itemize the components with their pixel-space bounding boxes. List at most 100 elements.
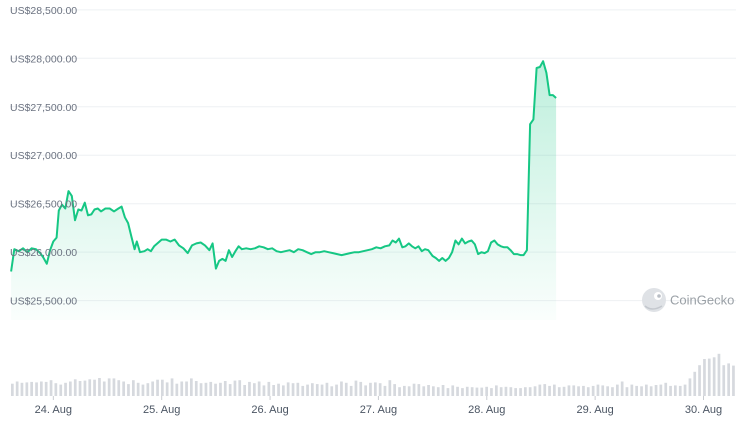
- volume-bar: [446, 388, 450, 396]
- volume-bar: [678, 385, 682, 396]
- volume-bar: [170, 378, 174, 396]
- volume-bar: [630, 384, 634, 396]
- volume-bar: [15, 381, 19, 396]
- volume-bar: [136, 382, 140, 396]
- volume-bar: [427, 385, 430, 396]
- volume-bar: [601, 385, 605, 396]
- volume-bar: [591, 385, 595, 396]
- volume-bar: [161, 379, 164, 396]
- volume-bar: [528, 387, 532, 396]
- volume-bar: [223, 381, 227, 396]
- price-line-group: [10, 60, 557, 272]
- volume-bar: [717, 353, 721, 396]
- volume-bar: [461, 388, 464, 396]
- volume-bar: [296, 382, 300, 396]
- x-tick-label: 26. Aug: [251, 404, 288, 416]
- volume-bar: [436, 387, 440, 396]
- gecko-logo-icon: [642, 288, 666, 312]
- volume-bars: [11, 353, 735, 396]
- volume-bar: [238, 380, 242, 396]
- volume-bar: [325, 382, 329, 396]
- volume-bar: [611, 387, 614, 396]
- volume-bar: [267, 381, 271, 396]
- volume-bar: [359, 381, 363, 396]
- volume-bar: [722, 365, 726, 396]
- volume-bar: [669, 385, 672, 396]
- y-axis-ticks: US$28,500.00 US$28,000.00 US$27,500.00 US$2…: [10, 5, 77, 308]
- volume-bar: [432, 386, 435, 396]
- x-tick-label: 28. Aug: [468, 404, 505, 416]
- volume-bar: [707, 358, 711, 396]
- volume-bar: [606, 386, 609, 396]
- volume-bar: [640, 386, 643, 396]
- price-area-fill: [11, 61, 557, 320]
- x-axis-ticks: 24. Aug 25. Aug 26. Aug 27. Aug 28. Aug 29. A…: [35, 396, 722, 416]
- volume-bar: [369, 382, 372, 396]
- volume-bar: [185, 381, 188, 396]
- volume-bar: [233, 380, 237, 396]
- volume-bar: [504, 386, 508, 396]
- volume-bar: [315, 384, 319, 396]
- volume-bar: [495, 385, 498, 396]
- volume-bar: [625, 387, 629, 396]
- volume-bar: [654, 385, 658, 396]
- volume-bar: [557, 387, 561, 396]
- volume-bar: [664, 382, 668, 396]
- volume-bar: [282, 385, 285, 396]
- x-tick-label: 24. Aug: [35, 404, 72, 416]
- volume-bar: [286, 382, 290, 396]
- volume-bar: [107, 378, 111, 396]
- volume-bar: [219, 382, 222, 396]
- volume-bar: [475, 387, 479, 396]
- volume-bar: [407, 386, 411, 396]
- volume-bar: [519, 388, 522, 396]
- volume-bar: [277, 383, 280, 396]
- volume-bar: [320, 384, 324, 396]
- volume-bar: [272, 385, 275, 396]
- y-tick-label: US$27,500.00: [10, 102, 77, 114]
- coingecko-watermark: CoinGecko: [642, 288, 734, 312]
- volume-bar: [311, 383, 314, 396]
- volume-bar: [538, 384, 542, 396]
- volume-bar: [301, 385, 305, 396]
- volume-bar: [562, 386, 566, 396]
- volume-bar: [44, 381, 48, 396]
- volume-bar: [83, 380, 87, 396]
- volume-bar: [141, 384, 145, 396]
- volume-bar: [243, 385, 246, 396]
- volume-bar: [199, 383, 203, 396]
- y-tick-label: US$26,500.00: [10, 199, 77, 211]
- volume-bar: [93, 379, 96, 396]
- volume-bar: [98, 378, 101, 396]
- volume-bar: [64, 382, 67, 396]
- y-tick-label: US$27,000.00: [10, 150, 77, 162]
- volume-bar: [214, 383, 217, 396]
- volume-bar: [732, 365, 735, 396]
- volume-bar: [693, 371, 697, 396]
- volume-bar: [228, 384, 232, 396]
- volume-bar: [398, 387, 401, 396]
- volume-bar: [374, 382, 377, 396]
- volume-bar: [35, 382, 38, 396]
- volume-bar: [480, 387, 484, 396]
- volume-bar: [88, 379, 92, 396]
- volume-bar: [165, 382, 169, 396]
- volume-bar: [499, 387, 503, 396]
- volume-bar: [383, 385, 387, 396]
- volume-bar: [456, 386, 459, 396]
- y-tick-label: US$26,000.00: [10, 247, 77, 259]
- volume-bar: [683, 384, 687, 396]
- volume-bar: [175, 383, 179, 396]
- y-tick-label: US$28,000.00: [10, 53, 77, 65]
- volume-bar: [465, 386, 469, 396]
- volume-bar: [194, 381, 198, 396]
- volume-bar: [354, 380, 358, 396]
- volume-bar: [441, 385, 445, 396]
- volume-bar: [586, 387, 590, 396]
- volume-bar: [378, 383, 382, 396]
- watermark-text: CoinGecko: [670, 293, 734, 308]
- volume-bar: [344, 382, 348, 396]
- volume-bar: [49, 380, 53, 396]
- volume-bar: [509, 387, 513, 396]
